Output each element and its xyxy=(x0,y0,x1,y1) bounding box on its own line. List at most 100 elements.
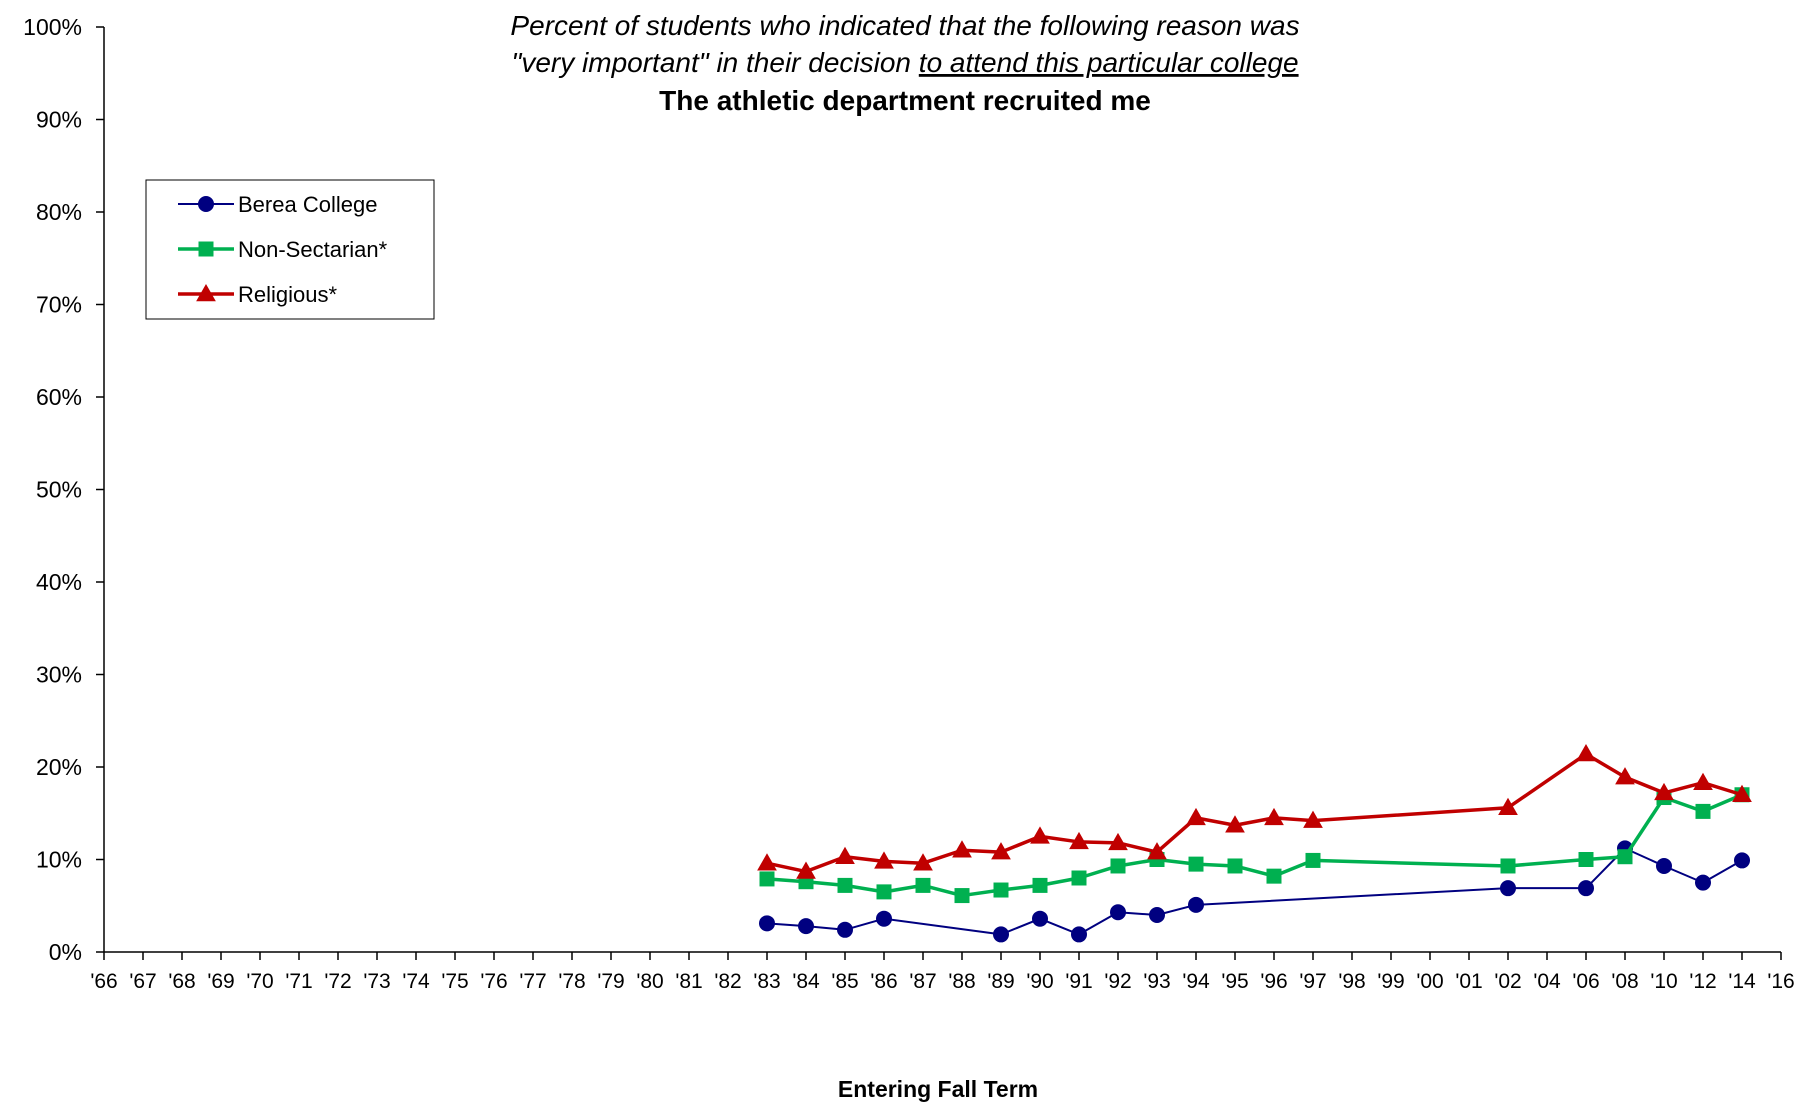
series-2 xyxy=(757,744,1752,879)
data-point xyxy=(1498,797,1518,815)
x-tick-label: '01 xyxy=(1455,970,1482,993)
data-point xyxy=(874,851,894,869)
legend-item: Berea College xyxy=(178,192,377,217)
y-tick-label: 40% xyxy=(36,569,82,595)
legend: Berea College Non-Sectarian* Religious* xyxy=(145,179,435,320)
data-point xyxy=(1266,868,1282,884)
data-point xyxy=(1500,858,1516,874)
x-tick-label: '82 xyxy=(714,970,741,993)
data-point xyxy=(798,918,814,935)
data-point xyxy=(876,884,892,900)
x-tick-label: '96 xyxy=(1260,970,1287,993)
x-tick-label: '89 xyxy=(987,970,1014,993)
x-tick-label: '91 xyxy=(1065,970,1092,993)
y-tick-label: 70% xyxy=(36,292,82,318)
data-point xyxy=(1576,744,1596,762)
data-point xyxy=(1149,907,1165,923)
data-point xyxy=(1188,856,1204,872)
data-point xyxy=(1071,870,1087,886)
x-tick-label: '74 xyxy=(402,970,430,993)
x-tick-label: '97 xyxy=(1299,970,1326,993)
x-tick-label: '85 xyxy=(831,970,858,993)
data-point xyxy=(993,882,1009,898)
x-tick-label: '68 xyxy=(168,970,195,993)
legend-marker xyxy=(198,196,214,212)
x-tick-label: '66 xyxy=(90,970,117,993)
data-point xyxy=(1500,880,1516,897)
chart-title-main: The athletic department recruited me xyxy=(659,85,1151,116)
data-point xyxy=(1069,831,1089,850)
x-tick-label: '94 xyxy=(1182,970,1210,993)
data-point xyxy=(1032,877,1048,893)
data-point xyxy=(1071,926,1087,943)
x-tick-label: '90 xyxy=(1026,970,1053,993)
x-tick-label: '00 xyxy=(1416,970,1443,993)
legend-marker xyxy=(196,283,216,302)
data-point xyxy=(1110,858,1126,874)
x-tick-label: '92 xyxy=(1104,970,1131,993)
y-tick-label: 60% xyxy=(36,384,82,410)
data-point xyxy=(1578,852,1594,867)
x-tick-label: '99 xyxy=(1377,970,1404,993)
data-point xyxy=(835,846,855,864)
x-tick-label: '69 xyxy=(207,970,234,993)
x-tick-label: '84 xyxy=(792,970,820,993)
x-tick-label: '67 xyxy=(129,970,156,993)
x-tick-label: '93 xyxy=(1143,970,1170,993)
y-tick-label: 10% xyxy=(36,847,82,873)
series-layer xyxy=(757,744,1752,943)
x-tick-label: '16 xyxy=(1767,970,1794,993)
data-point xyxy=(954,888,970,904)
data-point xyxy=(915,877,931,893)
x-tick-label: '02 xyxy=(1494,970,1521,993)
series-line xyxy=(766,752,1743,874)
data-point xyxy=(1186,807,1206,826)
data-point xyxy=(1147,842,1167,860)
x-tick-label: '72 xyxy=(324,970,351,993)
x-tick-label: '83 xyxy=(753,970,780,993)
data-point xyxy=(837,921,853,938)
data-point xyxy=(1030,826,1050,844)
x-tick-label: '04 xyxy=(1533,970,1561,993)
x-tick-label: '06 xyxy=(1572,970,1599,993)
data-point xyxy=(1303,810,1323,828)
series-line xyxy=(766,793,1743,898)
data-point xyxy=(1225,815,1245,833)
data-point xyxy=(1656,857,1672,874)
data-point xyxy=(757,853,777,871)
data-point xyxy=(1654,782,1674,801)
data-point xyxy=(1305,852,1321,868)
data-point xyxy=(1617,849,1633,865)
series-0 xyxy=(759,840,1750,943)
data-point xyxy=(913,853,933,871)
data-point xyxy=(1110,904,1126,921)
y-tick-label: 30% xyxy=(36,662,82,688)
data-point xyxy=(759,871,775,887)
data-point xyxy=(837,877,853,893)
data-point xyxy=(1695,803,1711,819)
y-tick-label: 0% xyxy=(49,939,82,965)
x-tick-label: '75 xyxy=(441,970,468,993)
x-tick-label: '88 xyxy=(948,970,975,993)
axes: 0% 10% 20% 30% 40% 50% 60% 70% 80% 90% 100% '66 '67 '… xyxy=(23,14,1795,993)
data-point xyxy=(1227,858,1243,874)
data-point xyxy=(991,842,1011,860)
chart-title-line2-prefix: "very important" in their decision xyxy=(511,47,918,78)
data-point xyxy=(952,840,972,858)
data-point xyxy=(1264,807,1284,826)
data-point xyxy=(993,926,1009,943)
x-tick-label: '95 xyxy=(1221,970,1248,993)
data-point xyxy=(1615,767,1635,785)
x-tick-label: '80 xyxy=(636,970,663,993)
data-point xyxy=(1108,832,1128,851)
data-point xyxy=(759,915,775,932)
y-tick-label: 100% xyxy=(23,14,82,40)
x-tick-label: '12 xyxy=(1689,970,1716,993)
x-tick-label: '73 xyxy=(363,970,390,993)
x-tick-label: '08 xyxy=(1611,970,1638,993)
data-point xyxy=(1188,896,1204,913)
x-tick-label: '79 xyxy=(597,970,624,993)
y-tick-label: 90% xyxy=(36,107,82,133)
